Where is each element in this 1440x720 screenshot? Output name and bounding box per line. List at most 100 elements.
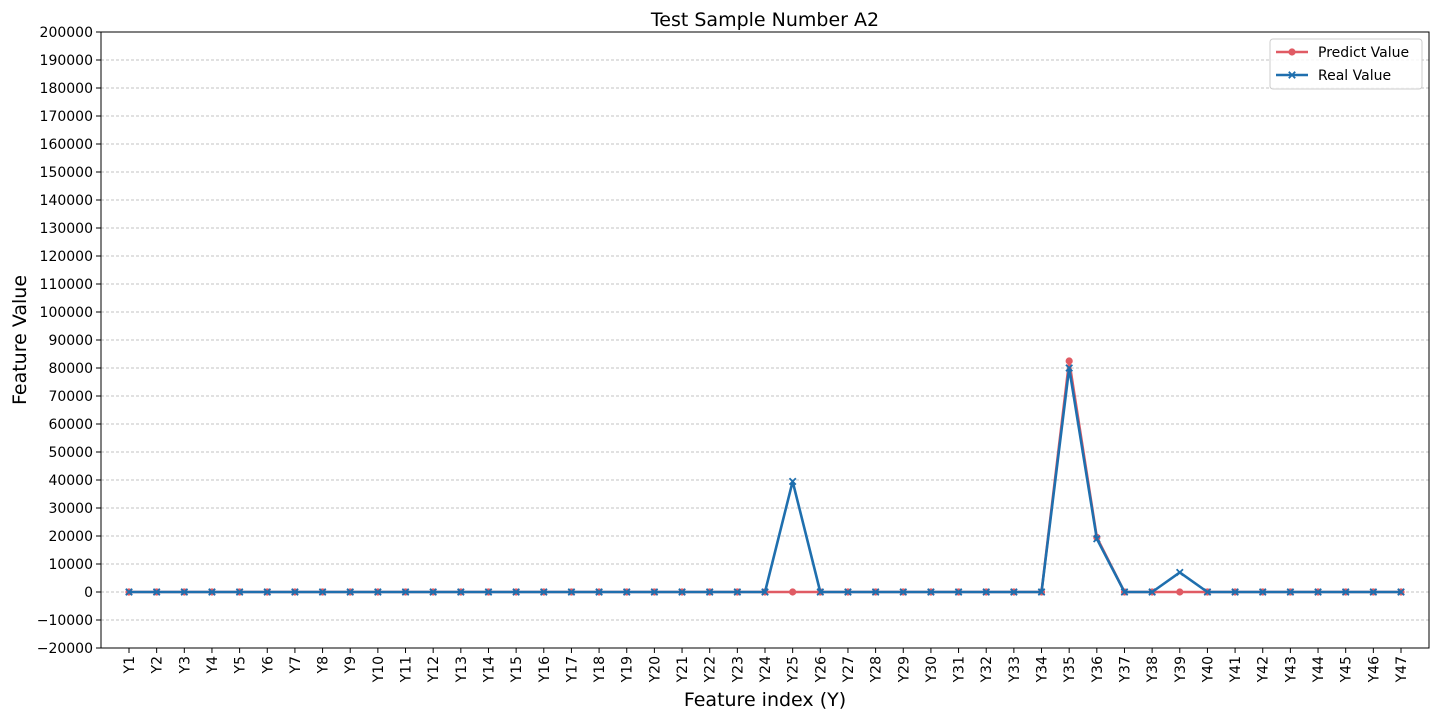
x-tick-label: Y42 <box>1256 656 1272 683</box>
y-axis-ticks: −20000 −10000 0 10000 20000 30000 40000 50000 60… <box>37 25 101 657</box>
data-point <box>678 588 686 596</box>
chart-title: Test Sample Number A2 <box>650 9 879 31</box>
data-point <box>595 588 603 596</box>
data-point <box>401 588 410 596</box>
data-point <box>705 588 714 596</box>
series-real <box>125 364 1405 596</box>
x-tick-label: Y44 <box>1311 656 1327 683</box>
y-tick-label: 160000 <box>40 137 93 153</box>
y-tick-label: 70000 <box>48 389 93 405</box>
data-point <box>567 588 576 596</box>
data-point <box>1148 588 1156 596</box>
x-tick-label: Y26 <box>813 656 829 683</box>
data-point <box>429 588 438 596</box>
data-point <box>1397 588 1405 596</box>
series-line <box>129 366 1401 594</box>
y-tick-label: 100000 <box>40 305 93 321</box>
x-tick-label: Y3 <box>177 656 193 674</box>
data-point <box>622 588 631 596</box>
data-point <box>1120 588 1129 596</box>
y-tick-label: 110000 <box>40 277 93 293</box>
x-tick-label: Y16 <box>537 656 553 683</box>
y-tick-label: −10000 <box>37 613 93 629</box>
x-tick-label: Y37 <box>1117 656 1133 683</box>
x-tick-label: Y35 <box>1062 656 1078 683</box>
x-tick-label: Y31 <box>952 656 968 683</box>
legend-item: Real Value <box>1276 68 1391 84</box>
x-tick-label: Y39 <box>1173 656 1189 683</box>
x-tick-label: Y2 <box>150 656 166 674</box>
series-line <box>129 359 1401 594</box>
series-predict <box>125 357 1405 596</box>
data-point <box>789 588 797 596</box>
data-point <box>871 588 880 596</box>
data-point <box>180 588 189 596</box>
x-tick-label: Y13 <box>454 656 470 683</box>
x-tick-label: Y24 <box>758 656 774 683</box>
x-tick-label: Y23 <box>730 656 746 683</box>
data-point <box>484 588 493 596</box>
x-tick-label: Y11 <box>399 656 415 683</box>
data-point <box>125 588 133 596</box>
x-tick-label: Y17 <box>564 656 580 683</box>
data-point <box>1037 588 1046 596</box>
data-point <box>1258 588 1267 596</box>
x-tick-label: Y19 <box>620 656 636 683</box>
x-tick-label: Y20 <box>647 656 663 683</box>
x-tick-label: Y27 <box>841 656 857 683</box>
data-point <box>208 588 216 596</box>
x-tick-label: Y25 <box>786 656 802 683</box>
series-layer <box>125 357 1405 596</box>
data-point <box>816 588 825 596</box>
grid-lines <box>101 31 1429 649</box>
data-point <box>927 588 935 596</box>
data-point <box>263 588 272 596</box>
x-tick-label: Y1 <box>122 656 138 674</box>
x-tick-label: Y14 <box>481 656 497 683</box>
y-tick-label: 20000 <box>48 529 93 545</box>
legend-label: Predict Value <box>1318 45 1409 61</box>
y-tick-label: 80000 <box>48 361 93 377</box>
x-tick-label: Y46 <box>1366 656 1382 683</box>
data-point <box>788 477 797 486</box>
legend-item: Predict Value <box>1276 45 1409 61</box>
x-tick-label: Y34 <box>1035 656 1051 683</box>
data-point <box>291 588 299 596</box>
x-tick-label: Y28 <box>869 656 885 683</box>
data-point <box>539 588 548 596</box>
x-tick-label: Y21 <box>675 656 691 683</box>
data-point <box>346 588 355 596</box>
data-point <box>1314 588 1322 596</box>
x-tick-label: Y43 <box>1283 656 1299 683</box>
x-axis-label: Feature index (Y) <box>684 689 846 711</box>
x-tick-label: Y41 <box>1228 656 1244 683</box>
y-tick-label: 50000 <box>48 445 93 461</box>
y-tick-label: 120000 <box>40 249 93 265</box>
x-tick-label: Y45 <box>1339 656 1355 683</box>
data-point <box>650 588 659 596</box>
data-point <box>1341 588 1350 596</box>
data-point <box>1092 534 1101 543</box>
data-point <box>456 588 465 596</box>
y-tick-label: −20000 <box>37 641 93 657</box>
x-tick-label: Y36 <box>1090 656 1106 683</box>
x-tick-label: Y9 <box>343 656 359 674</box>
legend-marker <box>1288 48 1296 56</box>
x-tick-label: Y33 <box>1007 656 1023 683</box>
y-tick-label: 40000 <box>48 473 93 489</box>
x-tick-label: Y32 <box>979 656 995 683</box>
y-tick-label: 150000 <box>40 165 93 181</box>
data-point <box>1369 588 1378 596</box>
y-tick-label: 10000 <box>48 557 93 573</box>
x-tick-label: Y10 <box>371 656 387 683</box>
data-point <box>152 588 161 596</box>
y-tick-label: 130000 <box>40 221 93 237</box>
legend: Predict Value Real Value <box>1269 38 1423 90</box>
y-tick-label: 170000 <box>40 109 93 125</box>
x-tick-label: Y6 <box>260 656 276 675</box>
x-tick-label: Y5 <box>233 656 249 674</box>
data-point <box>1065 364 1074 372</box>
y-tick-label: 190000 <box>40 53 93 69</box>
x-tick-label: Y38 <box>1145 656 1161 683</box>
